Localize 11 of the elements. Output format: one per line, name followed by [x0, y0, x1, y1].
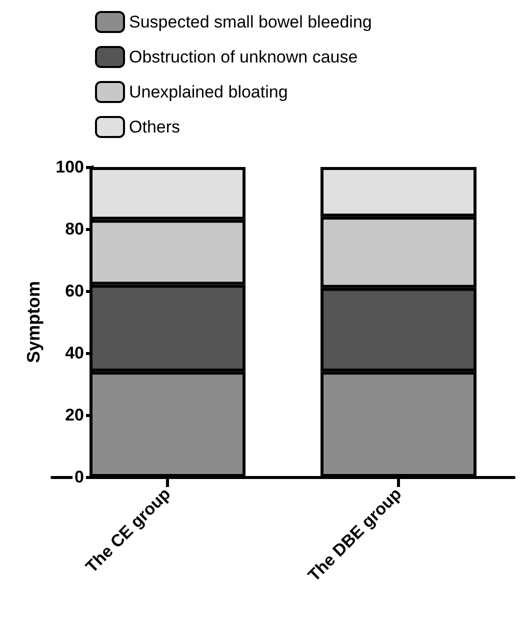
- legend-label: Obstruction of unknown cause: [129, 48, 358, 66]
- y-tick-label: 80: [65, 220, 84, 238]
- y-tick-label: 100: [56, 158, 84, 176]
- y-tick-label: 60: [65, 282, 84, 300]
- y-tick-label: 0: [74, 468, 84, 486]
- legend-label: Unexplained bloating: [129, 82, 288, 102]
- legend-label: Others: [129, 118, 180, 136]
- legend-label: Suspected small bowel bleeding: [129, 12, 372, 32]
- y-tick-label: 40: [65, 344, 84, 362]
- y-tick-label: 20: [65, 406, 84, 424]
- y-axis-title: Symptom: [24, 280, 44, 364]
